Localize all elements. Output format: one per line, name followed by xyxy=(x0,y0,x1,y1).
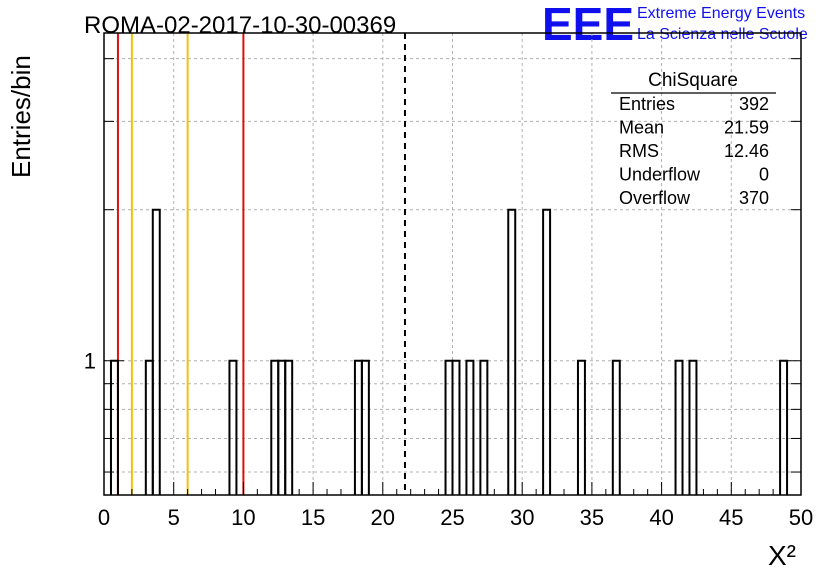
histogram-bin xyxy=(507,208,517,495)
histogram-bin xyxy=(144,359,154,495)
histogram-bin xyxy=(270,359,280,495)
histogram-bin xyxy=(360,359,370,495)
x-tick-label: 25 xyxy=(440,505,464,530)
plot-area: 0 5 10 15 20 25 30 35 40 45 50 1 xyxy=(84,32,813,530)
histogram-bin xyxy=(444,359,454,495)
histogram-bin xyxy=(674,359,684,495)
histogram-bin xyxy=(479,359,489,495)
stats-row-value: 392 xyxy=(739,94,769,114)
stats-row-value: 0 xyxy=(759,165,769,185)
x-tick-label: 40 xyxy=(649,505,673,530)
y-tick-label: 1 xyxy=(84,349,96,374)
stats-row-value: 12.46 xyxy=(724,141,769,161)
stats-row-value: 21.59 xyxy=(724,118,769,138)
x-tick-label: 30 xyxy=(510,505,534,530)
x-tick-label: 50 xyxy=(789,505,813,530)
histogram-bin xyxy=(228,359,238,495)
stats-title: ChiSquare xyxy=(648,70,738,91)
histogram-bin xyxy=(451,359,461,495)
run-title: ROMA-02-2017-10-30-00369 xyxy=(84,12,396,39)
stats-rows: Entries 392 Mean 21.59 RMS 12.46 Underflow 0 Ove… xyxy=(619,94,769,208)
histogram-bin xyxy=(284,359,294,495)
histogram-bin xyxy=(611,359,621,495)
x-tick-label: 45 xyxy=(719,505,743,530)
stats-row-value: 370 xyxy=(739,188,769,208)
histogram-bin xyxy=(688,359,698,495)
histogram-bin xyxy=(109,359,119,495)
eee-logo: EEE xyxy=(542,0,634,50)
histogram-bin xyxy=(353,359,363,495)
stats-row-label: Entries xyxy=(619,94,675,114)
x-tick-label: 0 xyxy=(98,505,110,530)
histogram-bin xyxy=(576,359,586,495)
x-tick-label: 15 xyxy=(301,505,325,530)
logo-line-1: Extreme Energy Events xyxy=(637,5,805,22)
histogram-bin xyxy=(465,359,475,495)
x-tick-label: 10 xyxy=(231,505,255,530)
histogram-bin xyxy=(151,208,161,495)
histogram-bin xyxy=(542,208,552,495)
logo-line-2: La Scienza nelle Scuole xyxy=(637,26,808,43)
x-tick-label: 20 xyxy=(371,505,395,530)
x-axis-title: X² xyxy=(768,540,796,571)
x-tick-label: 5 xyxy=(168,505,180,530)
histogram-bin xyxy=(779,359,789,495)
stats-row-label: Mean xyxy=(619,118,664,138)
stats-row-label: Underflow xyxy=(619,165,701,185)
stats-row-label: RMS xyxy=(619,141,659,161)
y-axis-title: Entries/bin xyxy=(6,55,36,178)
stats-row-label: Overflow xyxy=(619,188,691,208)
x-tick-label: 35 xyxy=(580,505,604,530)
stats-box: ChiSquare Entries 392 Mean 21.59 RMS 12.46 Und… xyxy=(611,70,776,208)
histogram-bin xyxy=(277,359,287,495)
